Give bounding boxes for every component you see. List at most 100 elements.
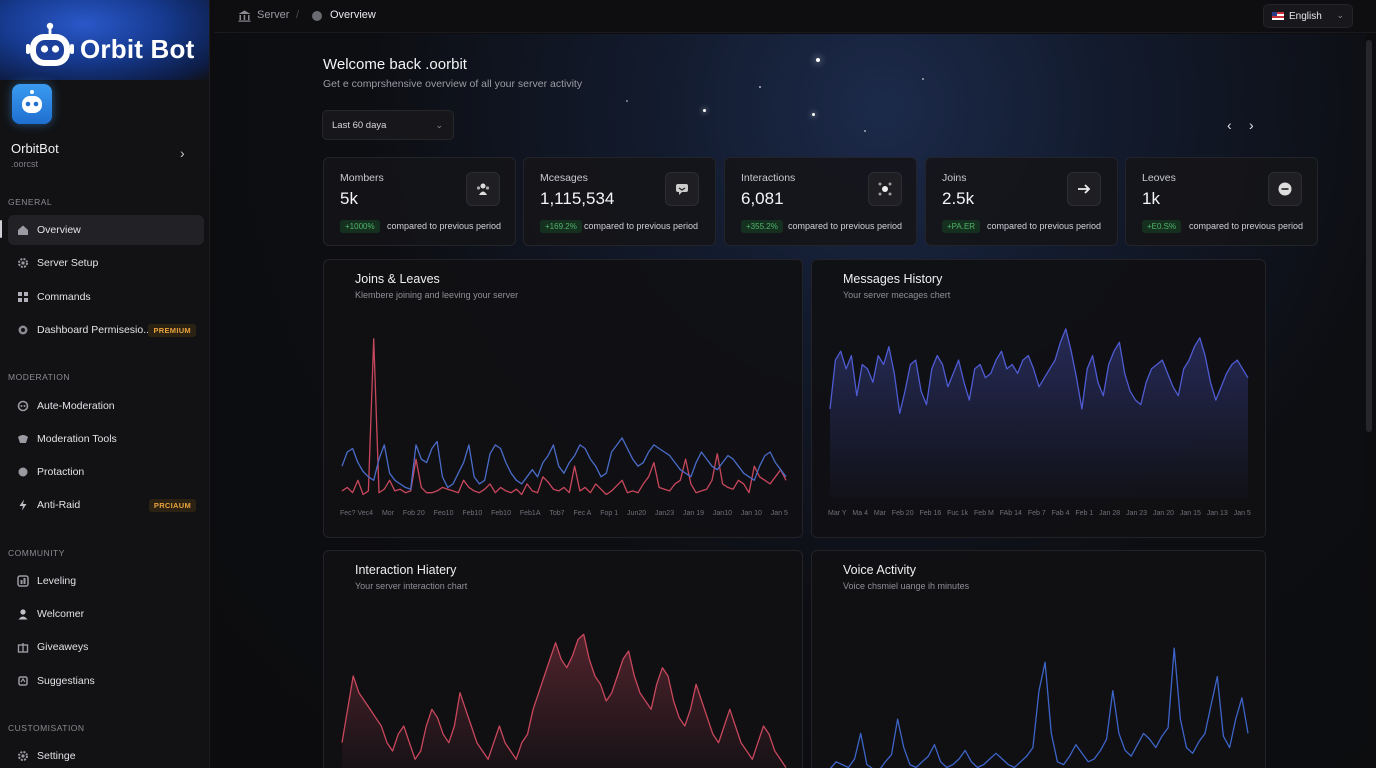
change-badge: +PA.ER	[942, 220, 981, 233]
gear-icon	[18, 751, 28, 761]
series-line	[829, 647, 1249, 768]
stat-label: Mcesages	[540, 172, 588, 184]
panel-joins-leaves: Joins & Leaves Klembere joining and leev…	[323, 259, 803, 538]
sidebar-item-label: Anti-Raid	[37, 499, 81, 511]
breadcrumb-server[interactable]: Server	[257, 9, 290, 21]
x-tick-label: Feb 7	[1027, 510, 1046, 517]
section-label-customisation: CUSTOMISATION	[8, 723, 85, 733]
joins-leaves-chart	[341, 338, 787, 496]
date-range-select[interactable]: Last 60 daya ⌄	[322, 110, 454, 140]
x-axis-ticks: Mar Y Ma 4 Mar Feb 20 Feb 16 Fuc 1k Feb M FAb 1…	[828, 510, 1251, 517]
bot-name: OrbitBot	[11, 141, 59, 156]
x-tick-label: Jan 20	[1152, 510, 1174, 517]
chevron-down-icon: ⌄	[1336, 10, 1344, 20]
bot-avatar[interactable]	[12, 84, 52, 124]
lock-icon	[18, 467, 28, 477]
sidebar-item-label: Leveling	[37, 575, 77, 587]
series-line	[829, 328, 1249, 415]
sidebar-item-protection[interactable]: Protaction	[8, 457, 204, 487]
panel-title: Interaction Hiatery	[355, 563, 457, 577]
active-indicator	[0, 220, 2, 238]
breadcrumb-separator: /	[296, 9, 300, 21]
panel-subtitle: Klembere joining and leeving your server	[355, 290, 519, 300]
star	[759, 86, 761, 88]
sidebar-item-suggestions[interactable]: Suggestians	[8, 666, 204, 696]
stat-value: 1,115,534	[540, 189, 615, 208]
x-tick-label: Mar Y	[828, 510, 847, 517]
x-tick-label: Feb10	[491, 510, 511, 517]
star	[812, 113, 815, 116]
page-title: Welcome back .oorbit	[323, 56, 467, 73]
x-tick-label: Jan 15	[1179, 510, 1201, 517]
page-subtitle: Get e comprshensive overview of all your…	[323, 78, 583, 90]
sidebar-item-commands[interactable]: Commands	[8, 282, 204, 312]
sidebar-item-giveaways[interactable]: Giveaweys	[8, 632, 204, 662]
section-label-community: COMMUNITY	[8, 548, 65, 558]
sidebar-item-moderation-tools[interactable]: Moderation Tools	[8, 424, 204, 454]
chart-icon	[17, 575, 29, 587]
star	[626, 100, 628, 102]
overview-icon	[312, 11, 322, 21]
series-line	[341, 437, 787, 490]
top-bar: Server / Overview English ⌄	[214, 0, 1376, 33]
x-tick-label: Ma 4	[852, 510, 868, 517]
x-tick-label: Jan 19	[682, 510, 705, 517]
x-tick-label: Fob 20	[402, 510, 425, 517]
x-tick-label: Tob7	[549, 510, 565, 517]
x-tick-label: Feb 20	[891, 510, 914, 517]
prev-arrow-icon[interactable]: ‹	[1227, 117, 1232, 133]
star	[703, 109, 706, 112]
section-label-moderation: MODERATION	[8, 372, 70, 382]
sidebar-item-label: Dashboard Permisesio...	[37, 324, 152, 336]
sidebar-item-auto-moderation[interactable]: Aute-Moderation	[8, 391, 204, 421]
premium-badge: PREMIUM	[148, 324, 196, 337]
sidebar-item-settings[interactable]: Settinge	[8, 741, 204, 768]
brand-name: Orbit Bot	[80, 34, 195, 64]
sidebar-item-label: Welcomer	[37, 608, 85, 620]
x-tick-label: Feo10	[433, 510, 454, 517]
stat-label: Leoves	[1142, 172, 1176, 184]
compare-text: compared to previous period	[1189, 221, 1304, 231]
sidebar-item-anti-raid[interactable]: Anti-Raid PRCIAUM	[8, 490, 204, 520]
hammer-icon	[18, 435, 28, 443]
robot-icon	[17, 400, 29, 412]
stat-card-messages: Mcesages 1,115,534 +169.2% compared to p…	[523, 157, 716, 246]
panel-subtitle: Your server interaction chart	[355, 581, 468, 591]
series-line	[341, 338, 787, 496]
sidebar-item-server-setup[interactable]: Server Setup	[8, 248, 204, 278]
x-tick-label: Feb 1	[1075, 510, 1094, 517]
sidebar-item-welcomer[interactable]: Welcomer	[8, 599, 204, 629]
scrollbar[interactable]	[1366, 40, 1372, 432]
x-tick-label: Fuc 1k	[947, 510, 969, 517]
x-tick-label: Jan10	[712, 510, 732, 517]
x-tick-label: Feb1A	[519, 510, 541, 517]
sidebar-item-label: Giveaweys	[37, 641, 89, 653]
home-icon	[18, 225, 28, 235]
language-selector[interactable]: English ⌄	[1263, 4, 1353, 28]
sidebar-item-leveling[interactable]: Leveling	[8, 566, 204, 596]
stat-value: 6,081	[741, 189, 784, 208]
language-label: English	[1289, 10, 1322, 22]
x-tick-label: Fec A	[573, 510, 592, 517]
x-tick-label: Jun20	[627, 510, 647, 517]
series-area	[342, 634, 786, 768]
change-badge: +E0.S%	[1142, 220, 1182, 233]
premium-badge: PRCIAUM	[148, 499, 196, 512]
sidebar-item-label: Suggestians	[37, 675, 95, 687]
x-tick-label: Feb10	[462, 510, 483, 517]
panel-subtitle: Voice chsmiel uange ih minutes	[843, 581, 970, 591]
messages-history-chart	[829, 328, 1249, 498]
shield-icon	[18, 325, 28, 335]
next-arrow-icon[interactable]: ›	[1249, 117, 1254, 133]
panel-subtitle: Your server mecages chert	[843, 290, 951, 300]
compare-text: compared to previous period	[584, 221, 699, 231]
x-tick-label: Jan 5	[770, 510, 788, 517]
sidebar-item-dashboard-permissions[interactable]: Dashboard Permisesio... PREMIUM	[8, 315, 204, 345]
section-label-general: GENERAL	[8, 197, 53, 207]
chevron-down-icon: ⌄	[435, 120, 443, 130]
star	[864, 130, 866, 132]
chevron-right-icon[interactable]: ›	[180, 145, 185, 161]
x-tick-label: Fec? Vec4	[340, 510, 374, 517]
sidebar: Orbit Bot OrbitBot .oorcst › GENERAL Ove…	[0, 0, 210, 768]
sidebar-item-overview[interactable]: Overview	[8, 215, 204, 245]
